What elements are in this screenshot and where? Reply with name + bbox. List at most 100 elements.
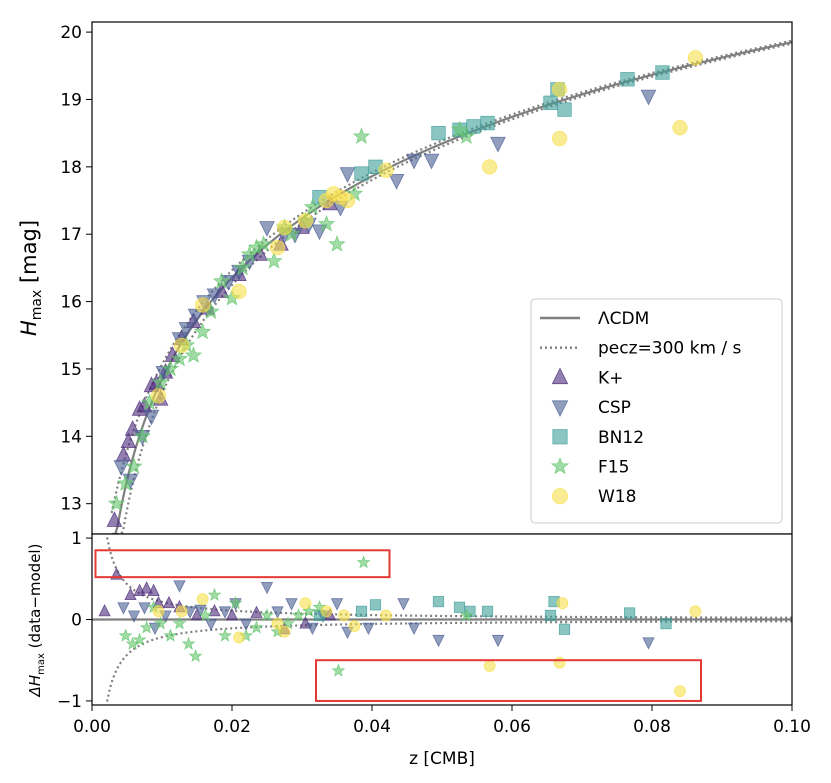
residual-f15-3 [139,620,154,634]
bottom-panel: 1 0 −1 0.00 0.02 0.04 0.06 0.08 0.10 ΔHmax (dat… [26,529,811,769]
residual-csp-11 [239,618,253,631]
legend-label: ΛCDM [598,309,649,329]
residual-w18-1 [175,605,188,618]
point-kplus-2 [120,432,137,449]
point-w18-14 [551,81,568,97]
residual-kplus-7 [162,595,176,609]
point-w18-12 [481,159,498,175]
residual-csp-13 [271,606,284,619]
point-f15-1 [116,474,135,491]
residual-kplus-2 [124,587,137,601]
residual-f15-24 [459,608,474,622]
residual-f15-5 [153,616,168,630]
legend-entry-0: ΛCDM [540,309,649,329]
residual-f15-11 [207,587,222,601]
residual-csp-7 [194,604,207,618]
point-f15-9 [184,346,203,363]
point-csp-24 [640,89,657,106]
residual-bn12-4 [453,601,466,613]
residual-bn12-2 [369,599,382,611]
point-csp-22 [423,153,440,170]
point-f15-0 [107,494,126,512]
point-w18-1 [173,337,190,353]
residual-csp-24 [642,637,655,650]
residual-kplus-4 [140,581,153,594]
point-w18-3 [231,283,247,300]
residual-kplus-12 [250,605,263,618]
residual-csp-14 [285,598,298,611]
residual-w18-3 [233,631,245,644]
point-csp-9 [206,288,223,305]
top-data-points [106,50,704,527]
legend-marker-w18 [551,488,569,505]
residual-csp-12 [260,581,274,595]
residual-f15-15 [249,620,264,634]
residual-w18-15 [689,605,702,618]
point-kplus-0 [106,511,123,527]
top-ytick-label: 20 [60,23,82,43]
residual-csp-1 [127,610,141,623]
residual-w18-6 [299,597,312,610]
residual-csp-19 [362,622,375,636]
residual-f15-10 [198,608,213,622]
bottom-data-points [98,555,702,698]
residual-csp-5 [173,580,186,593]
point-csp-7 [187,308,204,325]
legend-marker-bn12 [552,429,568,445]
residual-f15-13 [228,595,243,610]
top-y-axis-label: Hmax [mag] [17,220,45,336]
x-axis-label: z [CMB] [409,749,475,769]
point-f15-7 [170,349,189,367]
bottom-y-axis-label: ΔHmax (data−model) [26,544,47,698]
highlight-boxes [94,549,702,702]
top-y-ticks: 13 14 15 16 17 18 19 20 [60,23,92,515]
residual-csp-21 [407,622,421,636]
point-csp-13 [259,221,275,237]
residual-bn12-1 [355,605,368,617]
residual-f15-9 [188,648,203,663]
legend: ΛCDM pecz=300 km / s K+ CSP BN12 F15 W18 [530,298,783,524]
residual-csp-0 [117,602,130,615]
point-f15-14 [233,258,252,276]
point-f15-10 [193,322,212,340]
bottom-y-ticks: 1 0 −1 [57,529,92,712]
legend-marker-f15 [550,456,570,475]
point-w18-15 [672,120,688,136]
point-w18-6 [297,213,314,229]
point-w18-13 [551,130,568,147]
legend-entry-4: BN12 [552,428,644,448]
legend-label: K+ [598,368,623,388]
residual-w18-12 [553,656,566,669]
residual-bn12-11 [660,617,672,630]
residual-f15-23 [356,555,371,569]
point-f15-27 [450,120,469,138]
residual-f15-18 [281,616,295,630]
residual-bn12-9 [558,623,571,635]
point-csp-23 [490,136,506,153]
point-csp-6 [178,322,195,338]
xtick-label: 0.00 [73,717,111,737]
residual-csp-17 [330,598,344,611]
legend-entry-2: K+ [551,367,623,388]
residual-csp-15 [306,622,319,636]
point-csp-0 [113,460,130,477]
point-f15-24 [328,235,346,252]
residual-csp-9 [218,606,232,619]
point-w18-4 [269,240,286,256]
residual-bn12-7 [544,609,557,622]
point-bn12-6 [480,115,495,131]
top-ytick-label: 17 [60,225,82,245]
point-f15-17 [254,235,273,252]
legend-entry-3: CSP [551,398,631,418]
point-bn12-11 [655,65,670,80]
point-csp-20 [388,173,405,190]
point-bn12-3 [431,125,446,141]
residual-csp-22 [432,634,445,648]
bottom-ytick-label: −1 [57,692,82,712]
residual-f15-2 [132,632,147,646]
residual-w18-7 [320,605,333,618]
point-bn12-1 [354,166,369,181]
legend-label: W18 [598,487,636,507]
point-w18-16 [687,50,704,66]
bottom-ytick-label: 0 [71,611,82,631]
